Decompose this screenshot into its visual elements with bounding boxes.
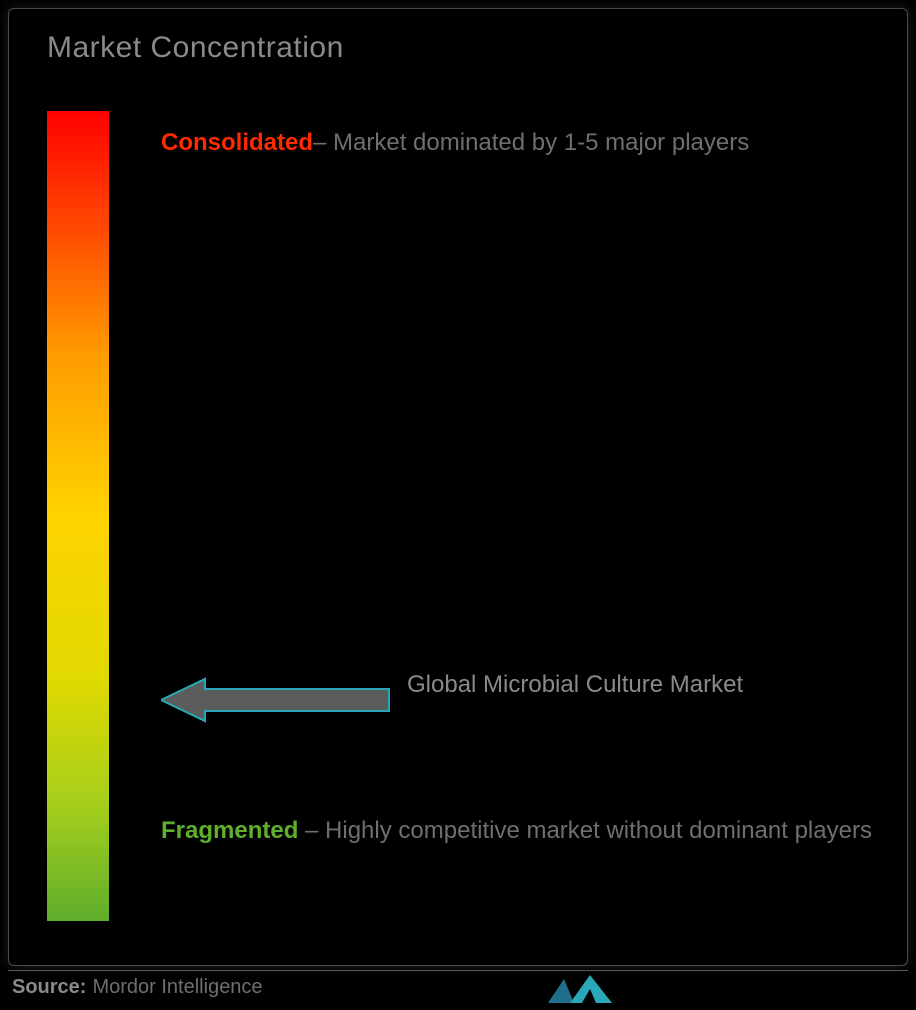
consolidated-keyword: Consolidated xyxy=(161,129,313,156)
mordor-logo-icon xyxy=(546,975,618,1005)
fragmented-desc: – Highly competitive market without domi… xyxy=(298,817,872,844)
source-value: Mordor Intelligence xyxy=(92,976,262,999)
consolidated-desc: – Market dominated by 1-5 major players xyxy=(313,129,749,156)
consolidated-label: Consolidated– Market dominated by 1-5 ma… xyxy=(161,125,749,161)
marker-arrow-icon xyxy=(161,677,391,723)
marker-label: Global Microbial Culture Market xyxy=(407,667,743,703)
footer-bar: Source: Mordor Intelligence xyxy=(8,970,908,1004)
logo-left-shape xyxy=(548,979,574,1003)
source-label: Source: xyxy=(12,976,86,999)
fragmented-label: Fragmented – Highly competitive market w… xyxy=(161,805,872,857)
fragmented-keyword: Fragmented xyxy=(161,817,298,844)
arrow-shape xyxy=(161,679,389,721)
concentration-card: Market Concentration Consolidated– Marke… xyxy=(8,8,908,966)
chart-title: Market Concentration xyxy=(47,31,344,65)
concentration-gradient-bar xyxy=(47,111,109,921)
logo-right-shape xyxy=(570,975,612,1003)
